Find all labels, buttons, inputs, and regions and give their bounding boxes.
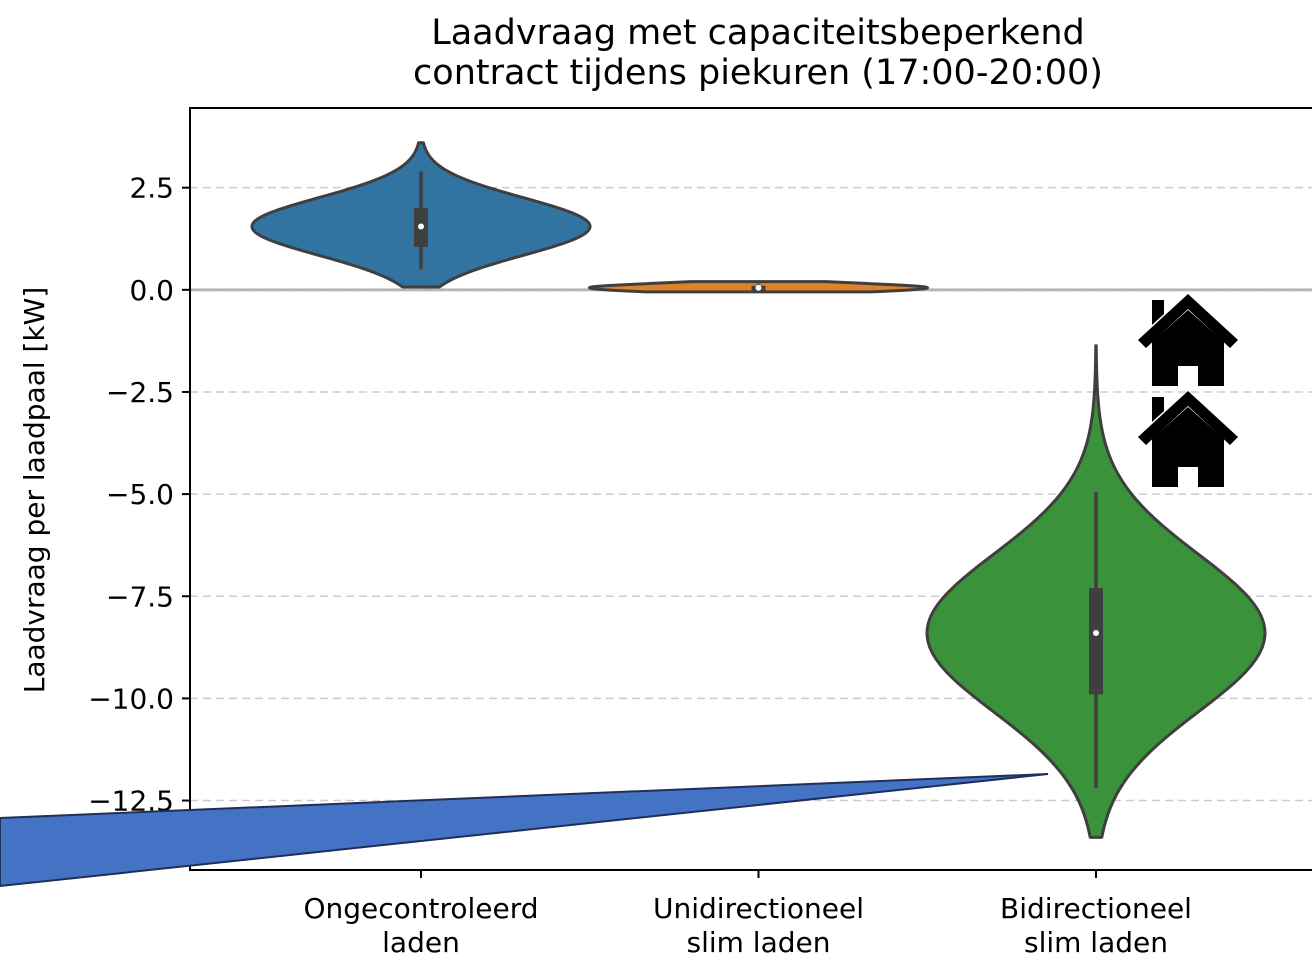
median xyxy=(1093,630,1099,637)
y-tick-label: 2.5 xyxy=(129,172,174,205)
y-tick-label: 0.0 xyxy=(129,274,174,307)
median xyxy=(418,223,424,230)
iqr-box xyxy=(1089,588,1103,695)
axes-frame xyxy=(189,107,1312,871)
y-tick-label: −5.0 xyxy=(106,478,174,511)
y-axis-label: Laadvraag per laadpaal [kW] xyxy=(18,287,51,694)
x-tick-label: Ongecontroleerd laden xyxy=(303,892,538,959)
chart-title: Laadvraag met capaciteitsbeperkend contra… xyxy=(413,13,1103,93)
median xyxy=(755,284,762,291)
x-tick-label: Bidirectioneel slim laden xyxy=(1000,892,1192,959)
house-icons xyxy=(1138,294,1238,487)
y-tick-label: −7.5 xyxy=(106,580,174,613)
y-tick-label: −2.5 xyxy=(106,376,174,409)
house-icon xyxy=(1138,391,1238,487)
callout-wedge xyxy=(0,773,1049,888)
y-tick-label: −10.0 xyxy=(88,682,174,715)
x-tick-label: Unidirectioneel slim laden xyxy=(653,892,864,959)
house-icon xyxy=(1138,294,1238,386)
